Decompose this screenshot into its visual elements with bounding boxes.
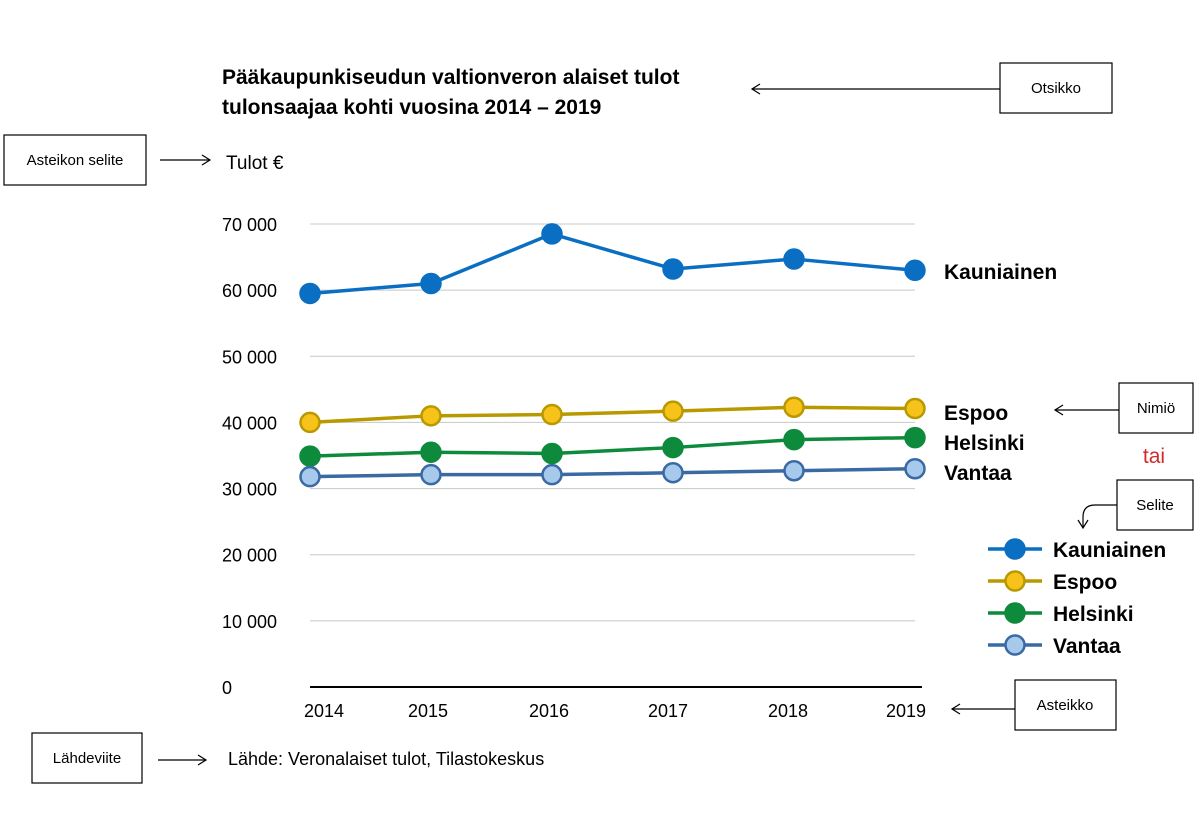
data-point-espoo	[299, 411, 321, 434]
legend-marker-kauniainen	[1004, 538, 1026, 560]
legend-label-kauniainen: Kauniainen	[1053, 539, 1166, 562]
y-tick-label: 50 000	[222, 347, 277, 367]
y-tick-label: 60 000	[222, 281, 277, 301]
legend: Kauniainen Espoo Helsinki Vantaa	[988, 538, 1166, 658]
annotation-lahdeviite: Lähdeviite	[53, 750, 121, 767]
y-axis-label: Tulot €	[226, 153, 284, 174]
source-text: Lähde: Veronalaiset tulot, Tilastokeskus	[228, 749, 544, 769]
data-point-kauniainen	[662, 258, 684, 280]
series-line-helsinki	[309, 435, 916, 458]
legend-label-vantaa: Vantaa	[1053, 635, 1121, 658]
data-point-vantaa	[783, 459, 805, 482]
legend-label-espoo: Espoo	[1053, 571, 1117, 594]
legend-marker-helsinki	[1004, 602, 1026, 624]
annotation-tai: tai	[1143, 445, 1165, 468]
series-end-label-helsinki: Helsinki	[944, 432, 1025, 455]
data-point-espoo	[662, 400, 684, 422]
x-tick-labels: 2014 2015 2016 2017 2018 2019	[304, 701, 926, 721]
data-point-helsinki	[299, 445, 321, 467]
data-point-espoo	[420, 405, 442, 427]
y-tick-label: 40 000	[222, 413, 277, 433]
data-point-vantaa	[904, 457, 926, 480]
series-end-labels: Kauniainen Espoo Helsinki Vantaa	[944, 261, 1057, 485]
x-tick-label: 2017	[648, 701, 688, 721]
y-tick-label: 20 000	[222, 546, 277, 566]
arrowhead-asteikko	[950, 703, 961, 715]
annotation-nimio: Nimiö	[1137, 400, 1175, 417]
data-point-espoo	[904, 397, 926, 420]
legend-marker-espoo	[1004, 570, 1026, 592]
arrowhead-asteikon-selite	[201, 154, 212, 166]
annotation-box-selite	[1116, 479, 1194, 531]
series-end-label-espoo: Espoo	[944, 402, 1008, 425]
data-point-vantaa	[420, 463, 442, 486]
chart-title-line-1: Pääkaupunkiseudun valtionveron alaiset t…	[222, 66, 679, 89]
x-tick-label: 2015	[408, 701, 448, 721]
series-line-vantaa	[309, 466, 916, 479]
gridlines	[310, 223, 915, 622]
chart-title-line-2: tulonsaajaa kohti vuosina 2014 – 2019	[222, 96, 601, 119]
series-lines	[299, 223, 926, 488]
data-point-helsinki	[662, 436, 684, 459]
data-point-kauniainen	[541, 223, 563, 245]
series-end-label-vantaa: Vantaa	[944, 462, 1012, 485]
x-tick-label: 2014	[304, 701, 344, 721]
arrowhead-nimio	[1053, 404, 1064, 416]
annotation-otsikko: Otsikko	[1031, 80, 1081, 97]
data-point-vantaa	[662, 461, 684, 484]
x-tick-label: 2018	[768, 701, 808, 721]
series-end-label-kauniainen: Kauniainen	[944, 261, 1057, 284]
arrow-selite	[1082, 504, 1117, 527]
data-point-kauniainen	[420, 272, 442, 295]
data-point-kauniainen	[904, 259, 926, 282]
arrowhead-selite	[1077, 519, 1089, 530]
arrowhead-otsikko	[750, 83, 761, 95]
annotation-asteikko: Asteikko	[1037, 697, 1094, 714]
annotation-box-nimio	[1118, 382, 1194, 434]
data-point-vantaa	[541, 463, 563, 486]
annotation-box-asteikko	[1014, 679, 1117, 731]
legend-marker-vantaa	[1004, 634, 1026, 656]
annotation-asteikon-selite: Asteikon selite	[27, 152, 124, 169]
annotation-box-lahdeviite	[31, 732, 143, 784]
y-tick-labels: 0 10 000 20 000 30 000 40 000 50 000 60 000 70 …	[222, 215, 277, 698]
legend-label-helsinki: Helsinki	[1053, 603, 1134, 626]
data-point-helsinki	[783, 428, 805, 451]
series-line-espoo	[309, 405, 916, 425]
annotation-selite: Selite	[1136, 497, 1174, 514]
series-line-kauniainen	[309, 232, 916, 296]
y-tick-label: 10 000	[222, 612, 277, 632]
data-point-helsinki	[420, 441, 442, 463]
data-point-vantaa	[299, 465, 321, 488]
y-tick-label: 70 000	[222, 215, 277, 235]
arrowhead-lahdeviite	[197, 754, 208, 766]
data-point-helsinki	[904, 426, 926, 449]
data-point-espoo	[783, 396, 805, 418]
y-tick-label: 30 000	[222, 480, 277, 500]
annotation-box-otsikko	[999, 62, 1113, 114]
y-tick-label: 0	[222, 678, 232, 698]
x-tick-label: 2016	[529, 701, 569, 721]
data-point-espoo	[541, 403, 563, 426]
annotation-box-asteikon-selite	[3, 134, 147, 186]
data-point-helsinki	[541, 442, 563, 465]
x-tick-label: 2019	[886, 701, 926, 721]
data-point-kauniainen	[783, 248, 805, 270]
data-point-kauniainen	[299, 282, 321, 305]
